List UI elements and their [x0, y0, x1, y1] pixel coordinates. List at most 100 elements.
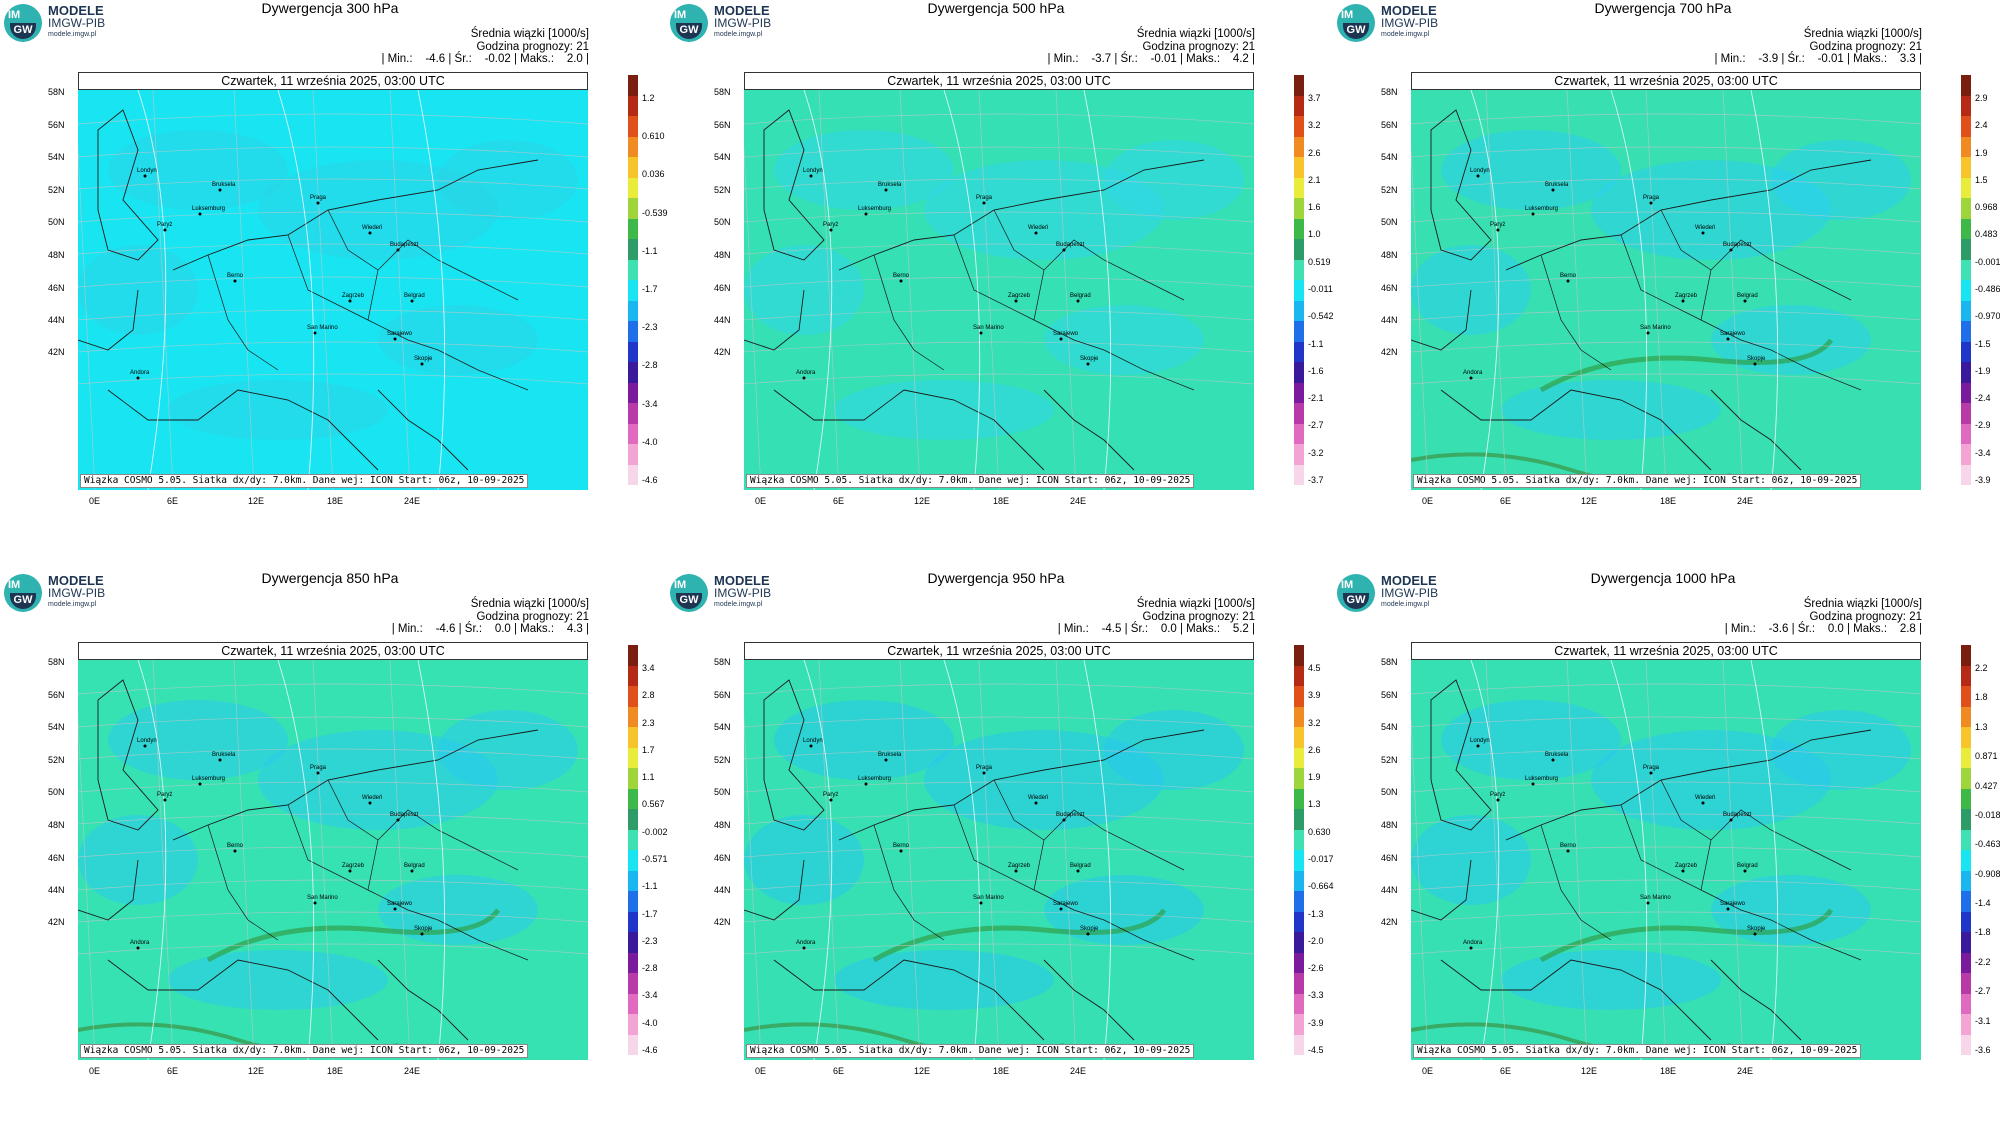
colorbar-segment: [628, 321, 638, 342]
colorbar-segment: [1961, 1034, 1971, 1055]
latitude-label: 54N: [714, 152, 731, 162]
map-panel: IM GW MODELE IMGW-PIB modele.imgw.pl Dywergen…: [666, 570, 1334, 1130]
logo-line1: MODELE: [48, 573, 104, 588]
city-label: Bruksela: [212, 182, 236, 188]
colorbar-segment: [1294, 932, 1304, 953]
colorbar-tick: -1.1: [642, 881, 658, 892]
info-mean-label: Średnia wiązki [1000/s]: [1136, 598, 1255, 610]
city-marker: [1681, 299, 1685, 303]
city-label: Belgrad: [404, 863, 425, 869]
longitude-label: 12E: [914, 496, 931, 506]
colorbar-tick: -0.486: [1975, 284, 2000, 294]
city-label: Andora: [130, 370, 150, 376]
city-label: Budapeszt: [1056, 242, 1085, 248]
colorbar-tick: -0.539: [642, 207, 668, 218]
colorbar-segment: [628, 932, 638, 953]
colorbar-segment: [1294, 665, 1304, 686]
colorbar-tick: -1.1: [1308, 338, 1324, 349]
city-marker: [979, 331, 983, 335]
colorbar-segment: [1294, 362, 1304, 383]
colorbar-tick: -0.664: [1308, 881, 1334, 892]
colorbar-tick: -1.7: [642, 284, 658, 294]
colorbar-tick: 1.3: [1975, 721, 1988, 732]
longitude-label: 0E: [89, 496, 101, 506]
colorbar-segment: [628, 891, 638, 912]
longitude-label: 24E: [1737, 496, 1754, 506]
colorbar-segment: [1961, 464, 1971, 485]
city-label: San Marino: [973, 895, 1004, 901]
city-marker: [368, 801, 372, 805]
colorbar-segment: [1961, 891, 1971, 912]
city-marker: [1476, 744, 1480, 748]
latitude-label: 52N: [48, 755, 65, 765]
city-marker: [1076, 299, 1080, 303]
model-footer-note: Wiązka COSMO 5.05. Siatka dx/dy: 7.0km. …: [746, 474, 1195, 488]
latitude-label: 54N: [1381, 722, 1398, 732]
city-label: Berno: [1560, 273, 1577, 279]
longitude-label: 0E: [1422, 496, 1434, 506]
logo-top-text: IM: [8, 579, 21, 591]
logo-top-text: IM: [8, 9, 21, 21]
city-marker: [198, 212, 202, 216]
colorbar: [1961, 645, 1971, 1055]
divergence-field: Londyn Paryż Bruksela Luksemburg Praga Wiedeń…: [1411, 660, 1921, 1060]
colorbar-segment: [1961, 973, 1971, 994]
colorbar-tick: -3.9: [1975, 475, 1991, 485]
latitude-label: 46N: [714, 853, 731, 863]
colorbar-tick: -2.6: [1308, 963, 1324, 974]
city-label: Luksemburg: [858, 776, 891, 782]
city-label: Andora: [796, 370, 816, 376]
model-footer-note: Wiązka COSMO 5.05. Siatka dx/dy: 7.0km. …: [80, 474, 529, 488]
logo-bottom-text: GW: [10, 23, 36, 39]
colorbar-segment: [628, 116, 638, 137]
map-panel: IM GW MODELE IMGW-PIB modele.imgw.pl Dywergen…: [1333, 0, 2000, 560]
city-label: Sarajewo: [1720, 331, 1746, 337]
latitude-label: 50N: [714, 787, 731, 797]
colorbar-segment: [1961, 259, 1971, 280]
colorbar-segment: [628, 75, 638, 96]
colorbar-segment: [1294, 321, 1304, 342]
city-label: Paryż: [823, 222, 838, 228]
longitude-label: 24E: [1070, 1066, 1087, 1076]
colorbar-segment: [1961, 727, 1971, 748]
longitude-label: 18E: [993, 1066, 1010, 1076]
colorbar-tick: 3.9: [1308, 690, 1321, 701]
logo-top-text: IM: [674, 9, 687, 21]
colorbar: [1294, 75, 1304, 485]
divergence-field: Londyn Paryż Bruksela Luksemburg Praga Wiedeń…: [1411, 90, 1921, 490]
colorbar-segment: [1961, 280, 1971, 301]
city-marker: [1531, 782, 1535, 786]
city-label: Paryż: [823, 792, 838, 798]
colorbar-segment: [628, 645, 638, 666]
colorbar-segment: [1961, 993, 1971, 1014]
stats-block: Średnia wiązki [1000/s] Godzina prognozy:…: [381, 28, 589, 66]
city-marker: [143, 174, 147, 178]
colorbar-tick: -2.1: [1308, 393, 1324, 404]
latitude-label: 50N: [714, 217, 731, 227]
colorbar-tick: -3.6: [1975, 1045, 1991, 1055]
city-marker: [1729, 818, 1733, 822]
latitude-label: 56N: [714, 690, 731, 700]
city-marker: [1649, 201, 1653, 205]
colorbar-tick: -2.4: [1975, 393, 1991, 404]
city-label: Zagrzeb: [1675, 293, 1698, 299]
logo-bottom-text: GW: [676, 23, 702, 39]
city-marker: [979, 901, 983, 905]
colorbar-tick: -1.9: [1975, 365, 1991, 376]
city-label: Skopje: [414, 356, 433, 362]
colorbar-tick: 2.8: [642, 690, 655, 701]
city-label: Belgrad: [1737, 293, 1758, 299]
city-marker: [348, 299, 352, 303]
colorbar-tick: 2.6: [1308, 147, 1321, 158]
city-label: San Marino: [1640, 895, 1671, 901]
city-label: Berno: [227, 843, 244, 849]
city-label: Bruksela: [1545, 752, 1569, 758]
latitude-label: 52N: [1381, 185, 1398, 195]
longitude-label: 12E: [248, 496, 265, 506]
colorbar-tick: -2.0: [1308, 935, 1324, 946]
longitude-label: 6E: [167, 1066, 179, 1076]
city-marker: [198, 782, 202, 786]
city-marker: [233, 279, 237, 283]
city-label: Luksemburg: [1525, 206, 1558, 212]
city-label: Skopje: [414, 926, 433, 932]
